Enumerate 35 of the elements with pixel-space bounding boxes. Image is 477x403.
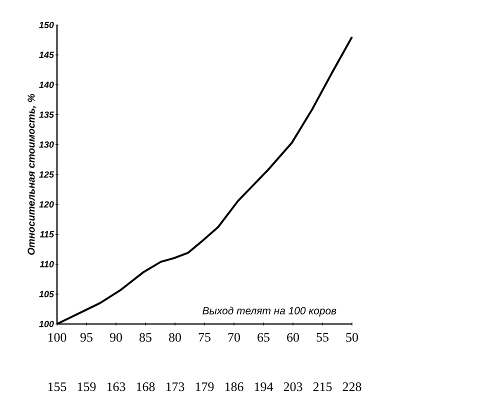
x-tick-label: 90	[110, 333, 122, 342]
x-tick-label: 70	[228, 333, 240, 342]
y-tick-label: 115	[40, 231, 54, 238]
y-tick-label: 110	[40, 261, 54, 268]
y-tick-label: 130	[39, 141, 54, 148]
text: 194	[254, 382, 274, 392]
y-tick-label: 125	[39, 171, 54, 178]
x-tick-label: 50	[346, 333, 358, 342]
x-tick-label: 95	[80, 333, 92, 342]
text: 155	[48, 382, 66, 392]
y-tick-label: 135	[39, 112, 54, 118]
x-axis-title: Выход телят на 100 коров	[202, 306, 336, 316]
text: 215	[313, 382, 332, 392]
text: 228	[342, 382, 362, 392]
y-axis-title: Относительная стоимость, %	[28, 94, 36, 255]
y-tick-label: 105	[39, 290, 54, 298]
text: 159	[78, 382, 96, 392]
y-tick-label: 150	[39, 22, 54, 28]
x-tick-label: 75	[198, 333, 210, 342]
x-tick-label: 80	[169, 333, 181, 342]
y-tick-label: 140	[39, 82, 54, 88]
x-tick-label: 100	[48, 333, 66, 342]
y-tick-label: 100	[39, 320, 54, 328]
x-tick-label: 65	[258, 333, 270, 342]
x-tick-label: 85	[140, 333, 152, 342]
text: 203	[284, 382, 302, 392]
text: 173	[166, 382, 184, 392]
text: 168	[136, 382, 155, 392]
y-tick-label: 120	[39, 201, 54, 208]
x-tick-label: 55	[316, 333, 328, 342]
text: 179	[196, 382, 214, 392]
text: 186	[225, 382, 244, 392]
x-tick-label: 60	[287, 333, 299, 342]
text: 163	[107, 382, 126, 392]
y-tick-label: 145	[39, 52, 54, 58]
